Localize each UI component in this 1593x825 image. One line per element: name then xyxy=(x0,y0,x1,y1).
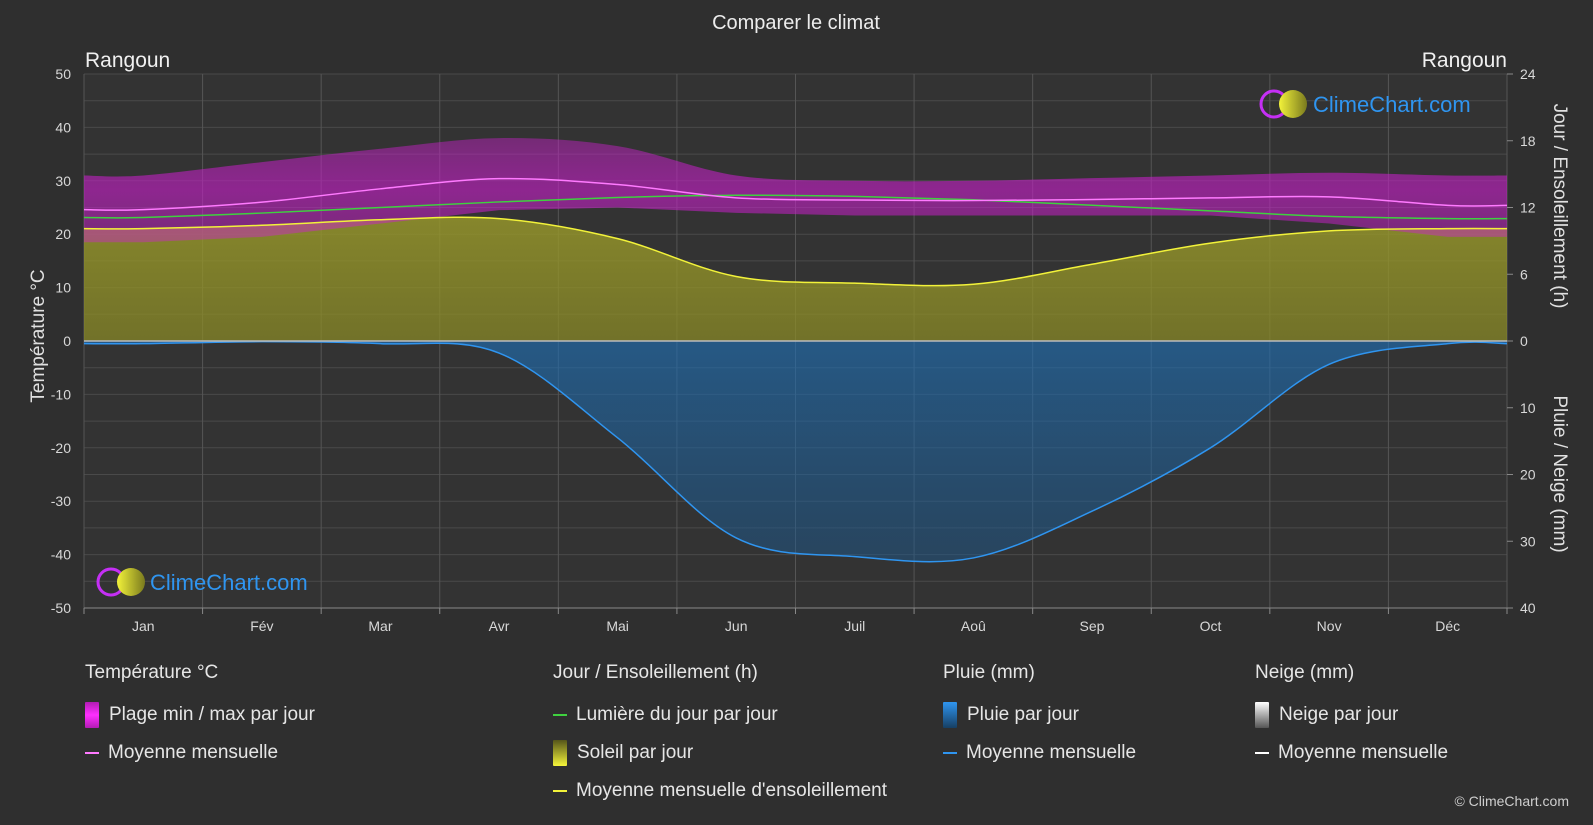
legend-rain: Pluie (mm) Pluie par jour Moyenne mensue… xyxy=(943,662,1136,772)
temp-mean-swatch xyxy=(85,752,99,754)
temperature-range-band xyxy=(84,138,1507,243)
x-tick-label: Oct xyxy=(1200,618,1222,634)
x-tick-label: Déc xyxy=(1435,618,1460,634)
legend-snow-mean: Moyenne mensuelle xyxy=(1278,742,1449,763)
chart-title: Comparer le climat xyxy=(712,12,880,34)
brand-text-bottom: ClimeChart.com xyxy=(150,570,308,595)
sunshine-mean-swatch xyxy=(553,790,567,792)
brand-text-top: ClimeChart.com xyxy=(1313,92,1471,117)
y-right-top-tick-label: 18 xyxy=(1520,133,1536,149)
y-right-top-tick-label: 24 xyxy=(1520,66,1536,82)
temperature-range-area xyxy=(84,138,1507,243)
sunshine-mean-line xyxy=(83,216,1508,287)
sunshine-area xyxy=(84,217,1507,341)
x-tick-label: Jun xyxy=(725,618,748,634)
legend-daylight: Lumière du jour par jour xyxy=(576,704,778,725)
y-right-bottom-tick-label: 40 xyxy=(1520,600,1536,616)
legend-rain-mean: Moyenne mensuelle xyxy=(966,742,1137,763)
x-tick-label: Nov xyxy=(1317,618,1342,634)
axes: 50 40 30 20 10 0 -10 -20 -30 -40 -50 24 18 12 6 0 10 20 30… xyxy=(51,66,1536,634)
y-left-tick-label: 10 xyxy=(55,280,71,296)
y-left-tick-label: -50 xyxy=(51,600,71,616)
legend-sun-header: Jour / Ensoleillement (h) xyxy=(553,662,758,683)
temperature-mean-line xyxy=(83,177,1508,211)
location-right: Rangoun xyxy=(1422,49,1507,72)
daylight-line xyxy=(83,194,1508,220)
legend-snow-header: Neige (mm) xyxy=(1255,662,1355,683)
y-left-tick-label: -30 xyxy=(51,493,71,509)
sunshine-swatch xyxy=(553,740,567,766)
y-left-label: Température °C xyxy=(28,269,49,402)
legend-sunshine-mean: Moyenne mensuelle d'ensoleillement xyxy=(576,780,887,801)
x-tick-label: Fév xyxy=(250,618,273,634)
x-tick-label: Mar xyxy=(368,618,392,634)
rain-swatch xyxy=(943,702,957,728)
y-left-tick-label: -20 xyxy=(51,440,71,456)
legend-snow-day: Neige par jour xyxy=(1279,704,1399,725)
y-left-tick-label: 30 xyxy=(55,173,71,189)
legend-rain-header: Pluie (mm) xyxy=(943,662,1035,683)
legend-temp-range: Plage min / max par jour xyxy=(109,704,315,725)
temp-range-swatch xyxy=(85,702,99,728)
x-tick-label: Sep xyxy=(1079,618,1104,634)
y-left-tick-label: 40 xyxy=(55,119,71,135)
y-right-top-tick-label: 6 xyxy=(1520,266,1528,282)
y-right-bottom-label: Pluie / Neige (mm) xyxy=(1549,395,1570,552)
sunshine-fill xyxy=(84,217,1507,341)
y-right-top-tick-label: 12 xyxy=(1520,200,1536,216)
snow-swatch xyxy=(1255,702,1269,728)
snow-mean-swatch xyxy=(1255,752,1269,754)
brand-logo-top: ClimeChart.com xyxy=(1259,89,1471,119)
copyright: © ClimeChart.com xyxy=(1454,793,1569,809)
x-tick-label: Aoû xyxy=(961,618,986,634)
rain-mean-swatch xyxy=(943,752,957,754)
legend-sunshine: Soleil par jour xyxy=(577,742,694,763)
logo-sun-icon xyxy=(117,568,145,596)
y-left-tick-label: 0 xyxy=(63,333,71,349)
series-lines xyxy=(83,177,1508,563)
legend-temperature-header: Température °C xyxy=(85,662,219,683)
x-tick-label: Mai xyxy=(606,618,629,634)
legend-rain-day: Pluie par jour xyxy=(967,704,1079,725)
y-left-tick-label: -40 xyxy=(51,547,71,563)
y-left-tick-label: 50 xyxy=(55,66,71,82)
daylight-swatch xyxy=(553,714,567,716)
y-right-top-label: Jour / Ensoleillement (h) xyxy=(1549,104,1570,309)
y-right-bottom-tick-label: 20 xyxy=(1520,467,1536,483)
y-right-top-tick-label: 0 xyxy=(1520,333,1528,349)
x-tick-label: Jan xyxy=(132,618,155,634)
x-tick-label: Avr xyxy=(489,618,510,634)
rain-mean-line xyxy=(83,340,1508,563)
location-left: Rangoun xyxy=(85,49,170,72)
legend-sun: Jour / Ensoleillement (h) Lumière du jou… xyxy=(553,662,887,810)
y-right-bottom-tick-label: 10 xyxy=(1520,400,1536,416)
rain-fill xyxy=(84,341,1507,562)
legend-temp-mean: Moyenne mensuelle xyxy=(108,742,279,763)
rain-area xyxy=(84,341,1507,562)
y-right-bottom-tick-label: 30 xyxy=(1520,533,1536,549)
x-tick-label: Juil xyxy=(844,618,865,634)
y-left-tick-label: 20 xyxy=(55,226,71,242)
legend-snow: Neige (mm) Neige par jour Moyenne mensue… xyxy=(1255,662,1448,772)
brand-logo-bottom: ClimeChart.com xyxy=(96,567,308,597)
y-left-tick-label: -10 xyxy=(51,386,71,402)
legend-temperature: Température °C Plage min / max par jour … xyxy=(85,662,315,772)
logo-sun-icon xyxy=(1279,90,1307,118)
